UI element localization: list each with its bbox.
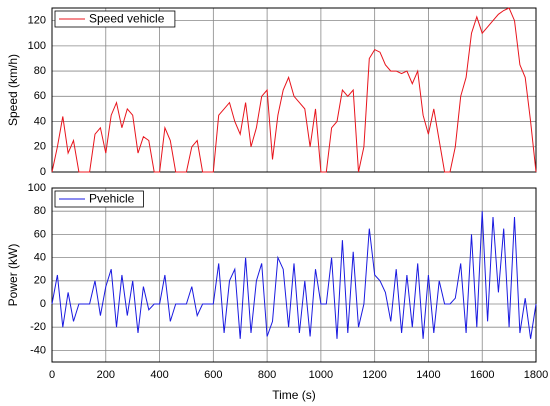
y-axis-label: Power (kW) xyxy=(6,244,20,307)
y-tick-label: 0 xyxy=(40,166,46,178)
x-tick-label: 600 xyxy=(204,369,222,381)
x-tick-label: 200 xyxy=(97,369,115,381)
plot-frame xyxy=(51,7,537,173)
y-tick-label: 40 xyxy=(34,252,46,264)
y-tick-label: 40 xyxy=(34,115,46,127)
x-tick-label: 0 xyxy=(49,369,55,381)
y-tick-label: 20 xyxy=(34,275,46,287)
y-tick-label: 0 xyxy=(40,298,46,310)
y-tick-label: 100 xyxy=(28,40,46,52)
x-axis-label: Time (s) xyxy=(272,388,316,402)
x-tick-label: 1400 xyxy=(416,369,440,381)
legend-label: Pvehicle xyxy=(89,192,135,206)
y-axis-label: Speed (km/h) xyxy=(6,54,20,126)
y-tick-label: 80 xyxy=(34,205,46,217)
y-tick-label: 120 xyxy=(28,15,46,27)
y-tick-label: 100 xyxy=(28,182,46,194)
y-tick-label: 60 xyxy=(34,228,46,240)
x-tick-label: 1800 xyxy=(524,369,548,381)
series-line xyxy=(51,7,537,173)
legend-box xyxy=(54,10,176,28)
series-line xyxy=(51,211,537,339)
y-tick-label: -40 xyxy=(30,344,46,356)
plot-frame xyxy=(51,187,537,363)
x-tick-label: 400 xyxy=(150,369,168,381)
x-tick-label: 800 xyxy=(258,369,276,381)
x-tick-label: 1000 xyxy=(309,369,333,381)
x-tick-label: 1200 xyxy=(362,369,386,381)
y-tick-label: 20 xyxy=(34,141,46,153)
y-tick-label: 60 xyxy=(34,90,46,102)
x-tick-label: 1600 xyxy=(470,369,494,381)
legend-box xyxy=(54,190,144,208)
y-tick-label: 80 xyxy=(34,65,46,77)
legend-label: Speed vehicle xyxy=(89,12,165,26)
y-tick-label: -20 xyxy=(30,321,46,333)
